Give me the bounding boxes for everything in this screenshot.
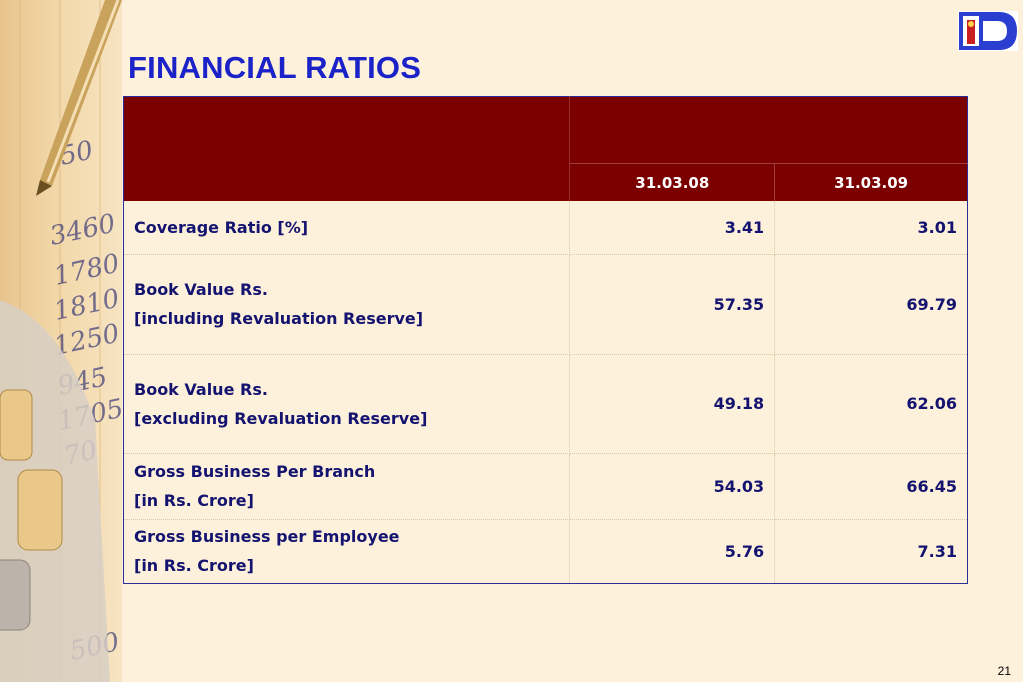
row-label: Coverage Ratio [%]	[123, 201, 571, 255]
slide-title: FINANCIAL RATIOS	[128, 50, 422, 85]
table-row: Book Value Rs. [including Revaluation Re…	[123, 254, 968, 355]
ledger-pen-calculator-image: 50 3460 1780 1810 1250 945 1705 70 500	[0, 0, 122, 682]
row-label-line: [including Revaluation Reserve]	[134, 309, 424, 328]
header-blank-cell	[123, 96, 571, 201]
header-group-cell	[569, 96, 968, 164]
row-label-line: [in Rs. Crore]	[134, 491, 254, 510]
value-cell: 7.31	[774, 519, 968, 583]
svg-text:3460: 3460	[47, 209, 118, 252]
row-label-line: Book Value Rs.	[134, 280, 268, 299]
value-cell: 54.03	[569, 453, 776, 520]
page-number: 21	[997, 664, 1011, 678]
value-cell: 66.45	[774, 453, 968, 520]
value-cell: 49.18	[569, 354, 776, 454]
row-label-line: Gross Business per Employee	[134, 527, 400, 546]
value-cell: 57.35	[569, 254, 776, 355]
table-header-row	[123, 96, 968, 201]
table-row: Coverage Ratio [%] 3.41 3.01	[123, 201, 968, 255]
value-cell: 69.79	[774, 254, 968, 355]
row-label-line: [excluding Revaluation Reserve]	[134, 408, 428, 428]
row-label: Gross Business Per Branch [in Rs. Crore]	[123, 453, 571, 520]
financial-ratios-table: 31.03.08 31.03.09 Coverage Ratio [%] 3.4…	[123, 96, 968, 584]
value-cell: 5.76	[569, 519, 776, 583]
row-label-line: Coverage Ratio [%]	[134, 217, 309, 237]
row-label-line: [in Rs. Crore]	[134, 556, 254, 575]
row-label: Gross Business per Employee [in Rs. Cror…	[123, 519, 571, 583]
row-label-line: Book Value Rs.	[134, 379, 268, 399]
bank-logo-icon	[958, 11, 1018, 51]
value-cell: 3.01	[774, 201, 968, 255]
column-header-date: 31.03.09	[774, 163, 968, 201]
value-cell: 3.41	[569, 201, 776, 255]
table-row: Book Value Rs. [excluding Revaluation Re…	[123, 354, 968, 454]
value-cell: 62.06	[774, 354, 968, 454]
table-row: Gross Business Per Branch [in Rs. Crore]…	[123, 453, 968, 520]
column-header-date: 31.03.08	[569, 163, 776, 201]
row-label: Book Value Rs. [excluding Revaluation Re…	[123, 354, 571, 454]
row-label: Book Value Rs. [including Revaluation Re…	[123, 254, 571, 355]
decorative-photo-strip: 50 3460 1780 1810 1250 945 1705 70 500	[0, 0, 122, 682]
row-label-line: Gross Business Per Branch	[134, 462, 376, 481]
table-row: Gross Business per Employee [in Rs. Cror…	[123, 519, 968, 583]
